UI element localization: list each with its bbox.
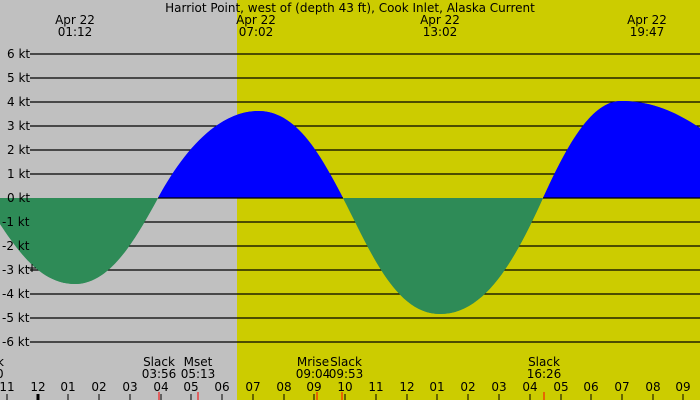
svg-text:12: 12 bbox=[399, 380, 414, 394]
y-label: -4 kt bbox=[2, 287, 30, 301]
svg-text:03:56: 03:56 bbox=[142, 367, 177, 381]
svg-text:12: 12 bbox=[30, 380, 45, 394]
y-label: 0 kt bbox=[7, 191, 30, 205]
edge-label: k bbox=[0, 355, 4, 369]
svg-text:02: 02 bbox=[91, 380, 106, 394]
svg-text:16:26: 16:26 bbox=[527, 367, 562, 381]
svg-text:09: 09 bbox=[675, 380, 690, 394]
y-label: 2 kt bbox=[7, 143, 30, 157]
svg-text:Apr 22: Apr 22 bbox=[236, 13, 276, 27]
y-label: -5 kt bbox=[2, 311, 30, 325]
plus-marker-icon bbox=[28, 264, 36, 272]
svg-text:09:53: 09:53 bbox=[329, 367, 364, 381]
svg-text:01: 01 bbox=[429, 380, 444, 394]
y-label: -1 kt bbox=[2, 215, 30, 229]
peak-labels: Apr 22 01:12 Apr 22 07:02 Apr 22 13:02 A… bbox=[55, 13, 667, 39]
edge-label: 0 bbox=[0, 367, 4, 381]
svg-text:Apr 22: Apr 22 bbox=[420, 13, 460, 27]
svg-text:02: 02 bbox=[460, 380, 475, 394]
event-labels: Slack 03:56 Mset 05:13 Mrise 09:04 Slack… bbox=[142, 355, 562, 381]
x-axis-ticks bbox=[6, 394, 684, 400]
svg-text:03: 03 bbox=[122, 380, 137, 394]
svg-text:04: 04 bbox=[153, 380, 168, 394]
svg-text:06: 06 bbox=[583, 380, 598, 394]
y-label: 3 kt bbox=[7, 119, 30, 133]
y-label: 4 kt bbox=[7, 95, 30, 109]
svg-text:05:13: 05:13 bbox=[181, 367, 216, 381]
y-label: 1 kt bbox=[7, 167, 30, 181]
svg-text:05: 05 bbox=[553, 380, 568, 394]
y-axis-labels: 6 kt 5 kt 4 kt 3 kt 2 kt 1 kt 0 kt -1 kt… bbox=[2, 47, 30, 349]
svg-text:07: 07 bbox=[245, 380, 260, 394]
svg-text:05: 05 bbox=[183, 380, 198, 394]
svg-text:09:04: 09:04 bbox=[296, 367, 331, 381]
svg-text:06: 06 bbox=[214, 380, 229, 394]
y-label: -6 kt bbox=[2, 335, 30, 349]
y-label: -3 kt bbox=[2, 263, 30, 277]
svg-text:19:47: 19:47 bbox=[630, 25, 665, 39]
svg-text:01:12: 01:12 bbox=[58, 25, 93, 39]
svg-text:Mrise: Mrise bbox=[297, 355, 329, 369]
svg-text:13:02: 13:02 bbox=[423, 25, 458, 39]
svg-text:Slack: Slack bbox=[528, 355, 560, 369]
x-axis-labels: 11 12 01 02 03 04 05 06 07 08 09 10 11 1… bbox=[0, 380, 691, 394]
event-ticks bbox=[158, 392, 545, 400]
svg-text:11: 11 bbox=[0, 380, 15, 394]
y-label: 6 kt bbox=[7, 47, 30, 61]
y-label: 5 kt bbox=[7, 71, 30, 85]
svg-text:Mset: Mset bbox=[184, 355, 213, 369]
svg-text:07: 07 bbox=[614, 380, 629, 394]
svg-text:07:02: 07:02 bbox=[239, 25, 274, 39]
svg-text:08: 08 bbox=[645, 380, 660, 394]
svg-text:03: 03 bbox=[491, 380, 506, 394]
svg-text:Slack: Slack bbox=[143, 355, 175, 369]
svg-text:08: 08 bbox=[276, 380, 291, 394]
svg-text:Slack: Slack bbox=[330, 355, 362, 369]
svg-text:01: 01 bbox=[60, 380, 75, 394]
svg-text:09: 09 bbox=[306, 380, 321, 394]
svg-text:Apr 22: Apr 22 bbox=[627, 13, 667, 27]
svg-text:Apr 22: Apr 22 bbox=[55, 13, 95, 27]
svg-text:11: 11 bbox=[368, 380, 383, 394]
svg-text:04: 04 bbox=[522, 380, 537, 394]
y-label: -2 kt bbox=[2, 239, 30, 253]
chart-title: Harriot Point, west of (depth 43 ft), Co… bbox=[165, 1, 535, 15]
svg-text:10: 10 bbox=[337, 380, 352, 394]
